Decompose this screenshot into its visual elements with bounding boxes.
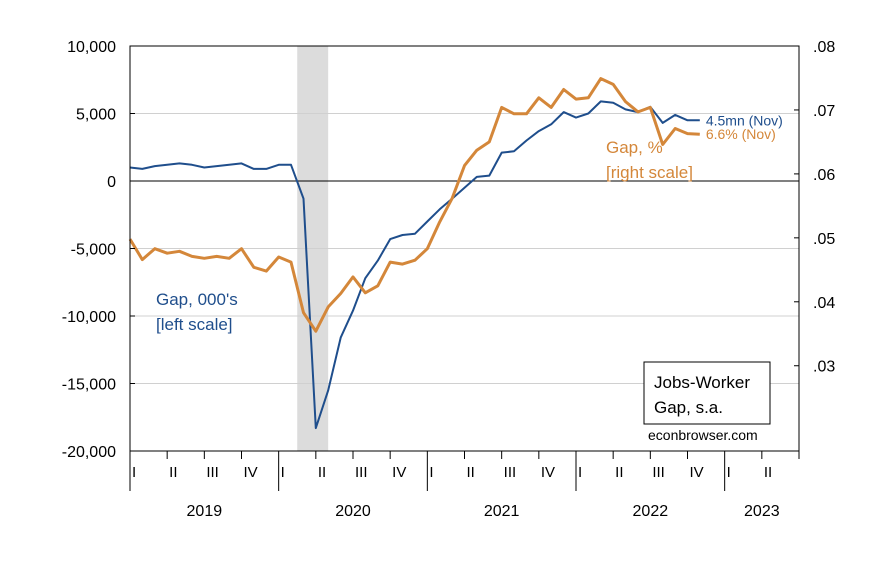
legend-line-2: Gap, s.a.: [654, 398, 723, 417]
year-label: 2022: [633, 503, 669, 520]
pct-series-label: Gap, %: [606, 138, 663, 157]
left-tick-label: -15,000: [62, 377, 116, 394]
quarter-label: IV: [690, 464, 704, 481]
quarter-label: IV: [392, 464, 406, 481]
quarter-label: III: [652, 464, 665, 481]
credit-text: econbrowser.com: [648, 427, 758, 443]
quarter-label: II: [467, 464, 475, 481]
right-tick-label: .05: [813, 231, 835, 248]
quarter-label: I: [281, 464, 285, 481]
pct-series-scale-note: [right scale]: [606, 163, 693, 182]
series-line-gap-pct: [128, 77, 700, 333]
quarter-label: IV: [541, 464, 555, 481]
left-tick-label: -5,000: [71, 242, 116, 259]
quarter-label: III: [504, 464, 517, 481]
right-tick-label: .04: [813, 295, 835, 312]
series-lines: [128, 77, 700, 430]
quarter-label: II: [615, 464, 623, 481]
quarter-label: I: [727, 464, 731, 481]
axes: 10,000 5,000 0 -5,000 -10,000 -15,000 -20,000.…: [62, 39, 836, 520]
quarter-label: II: [169, 464, 177, 481]
legend-line-1: Jobs-Worker: [654, 373, 750, 392]
quarter-label: II: [764, 464, 772, 481]
left-tick-label: 10,000: [67, 39, 116, 56]
left-tick-label: 5,000: [76, 107, 116, 124]
left-tick-label: -20,000: [62, 444, 116, 461]
quarter-label: II: [318, 464, 326, 481]
year-label: 2021: [484, 503, 520, 520]
right-tick-label: .07: [813, 103, 835, 120]
level-end-label: 4.5mn (Nov): [706, 112, 783, 128]
right-tick-label: .03: [813, 359, 835, 376]
right-tick-label: .08: [813, 39, 835, 56]
quarter-label: III: [206, 464, 219, 481]
legend-frame: [643, 361, 771, 425]
quarter-label: IV: [244, 464, 258, 481]
level-series-label: Gap, 000's: [156, 290, 238, 309]
left-tick-label: 0: [107, 174, 116, 191]
quarter-label: I: [132, 464, 136, 481]
year-label: 2020: [335, 503, 371, 520]
quarter-label: I: [578, 464, 582, 481]
left-tick-label: -10,000: [62, 309, 116, 326]
quarter-label: I: [429, 464, 433, 481]
pct-end-label: 6.6% (Nov): [706, 126, 776, 142]
year-label: 2023: [744, 503, 780, 520]
quarter-label: III: [355, 464, 368, 481]
right-tick-label: .06: [813, 167, 835, 184]
level-series-scale-note: [left scale]: [156, 315, 233, 334]
year-label: 2019: [187, 503, 223, 520]
series-line-gap-level: [129, 100, 700, 430]
legend-box: Jobs-Worker Gap, s.a.: [643, 361, 771, 425]
